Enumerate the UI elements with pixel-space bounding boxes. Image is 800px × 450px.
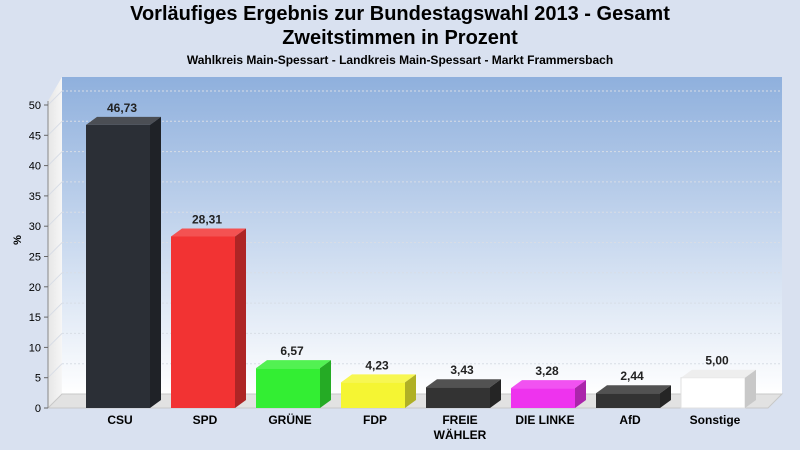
data-label: 6,57 [280,344,304,358]
bar-front [341,382,405,408]
gridline [47,333,63,348]
gridline [47,120,63,136]
x-tick-label: FDP [363,413,387,427]
bar-side [660,385,671,408]
x-tick-label: SPD [193,413,218,427]
gridline [47,363,63,379]
bar: 5,00 [680,354,756,409]
data-label: 5,00 [705,354,729,368]
data-label: 3,28 [535,364,559,378]
bar-side [320,360,331,408]
bar: 3,28 [511,364,586,408]
bar-side [490,379,501,408]
bar: 4,23 [341,358,416,408]
bar: 6,57 [256,344,331,408]
gridline [47,90,63,106]
bar: 28,31 [171,212,246,408]
x-tick-label: WÄHLER [434,427,487,442]
y-tick-label: 15 [29,312,41,324]
gridline [47,302,63,318]
bar-side [150,116,161,409]
y-axis: 0 5 10 15 20 25 30 35 40 45 50 [29,100,49,415]
bar-top [426,379,501,388]
bar-front [426,387,490,408]
gridline [47,211,63,227]
bar: 46,73 [86,101,161,409]
bar-side [235,228,246,408]
x-tick-label: CSU [107,413,132,427]
bar-side [405,374,416,408]
y-tick-label: 40 [29,161,41,173]
x-tick-label: DIE LINKE [515,413,574,427]
gridline [47,242,63,257]
gridline [47,272,63,288]
bar-top [681,369,756,378]
bar-front [511,388,575,408]
bar-side [745,369,756,408]
chart-title: Vorläufiges Ergebnis zur Bundestagswahl … [130,3,670,25]
chart-subtitle: Wahlkreis Main-Spessart - Landkreis Main… [186,53,614,67]
bar-front [596,393,660,408]
bar-front [86,124,150,409]
bar-front [171,236,235,408]
bar: 3,43 [426,363,501,408]
y-tick-label: 10 [29,342,41,354]
y-axis-label: % [12,235,24,245]
chart-title-line-2: Zweitstimmen in Prozent [282,27,518,49]
data-label: 28,31 [192,212,222,226]
bar: 2,44 [596,369,671,408]
bar-top [171,228,246,237]
data-label: 3,43 [450,363,474,377]
y-tick-label: 30 [29,221,41,233]
data-label: 46,73 [107,101,137,115]
y-tick-label: 20 [29,282,41,294]
data-label: 4,23 [365,358,389,372]
x-tick-label: Sonstige [690,413,741,427]
y-tick-label: 5 [35,373,41,385]
bar-top [511,380,586,389]
bars: 46,73 28,31 6,57 4,23 3,43 3,28 2,44 5,00 [86,101,756,409]
bar-top [596,385,671,394]
x-tick-label: FREIE [442,413,477,427]
y-tick-label: 35 [29,191,41,203]
y-tick-label: 50 [29,100,41,112]
x-tick-label: AfD [619,413,641,427]
bar-side [575,380,586,408]
bar-top [341,374,416,383]
gridline [47,181,63,197]
y-tick-label: 25 [29,252,41,264]
gridline [47,151,63,166]
bar-top [256,360,331,369]
bar-front [256,368,320,408]
bar-top [86,116,161,125]
y-tick-label: 0 [35,403,41,415]
x-tick-label: GRÜNE [268,412,311,427]
data-label: 2,44 [620,369,644,383]
y-tick-label: 45 [29,130,41,142]
bar-front [680,377,746,409]
